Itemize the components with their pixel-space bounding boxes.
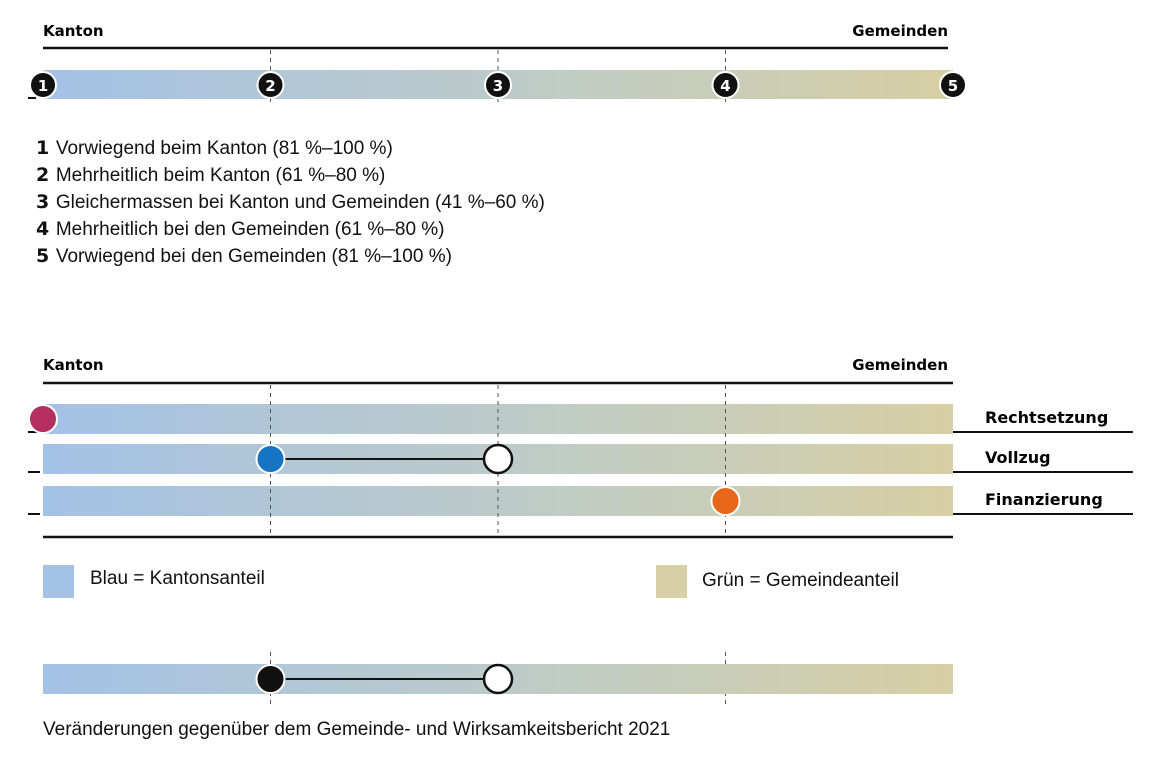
legend-number: 3: [36, 191, 56, 213]
legend-item: 4 Mehrheitlich bei den Gemeinden (61 %–8…: [36, 218, 545, 245]
step-circle: [29, 71, 57, 99]
scale-left-label: Kanton: [43, 22, 104, 40]
green-legend-label: Grün = Gemeindeanteil: [702, 570, 899, 591]
step-circle: [484, 71, 512, 99]
step-circle: [711, 71, 740, 99]
step-marker-2: 2: [256, 71, 285, 99]
legend-text: Mehrheitlich beim Kanton (61 %–80 %): [55, 165, 386, 186]
example-left-label: Kanton: [43, 356, 104, 374]
position-marker-rechtsetzung: [28, 404, 58, 434]
current-position-marker: [255, 664, 286, 694]
example-right-label: Gemeinden: [852, 356, 948, 374]
position-marker-vollzug: [255, 444, 286, 474]
blue-swatch: [43, 565, 74, 598]
legend-number: 1: [36, 137, 56, 159]
step-number: 3: [493, 77, 503, 95]
row-label: Rechtsetzung: [985, 408, 1108, 427]
step-circle: [256, 71, 285, 99]
change-caption: Veränderungen gegenüber dem Gemeinde- un…: [43, 719, 671, 740]
legend-item: 3 Gleichermassen bei Kanton und Gemeinde…: [36, 191, 545, 218]
scale-right-label: Gemeinden: [852, 22, 948, 40]
previous-position-marker: [482, 663, 514, 695]
legend-text: Mehrheitlich bei den Gemeinden (61 %–80 …: [55, 219, 445, 240]
row-label: Finanzierung: [985, 490, 1103, 509]
legend-number: 5: [36, 245, 56, 267]
legend-number: 2: [36, 164, 56, 186]
blue-legend-label: Blau = Kantonsanteil: [90, 568, 265, 589]
position-marker-finanzierung: [710, 486, 741, 516]
row-label: Vollzug: [985, 448, 1051, 467]
legend-number: 4: [36, 218, 56, 240]
step-number: 2: [265, 77, 275, 95]
step-circle: [939, 71, 967, 99]
step-number: 5: [948, 77, 958, 95]
previous-position-marker: [482, 443, 514, 475]
step-marker-3: 3: [484, 71, 512, 99]
legend-item: 1 Vorwiegend beim Kanton (81 %–100 %): [36, 137, 545, 164]
step-marker-5: 5: [939, 71, 967, 99]
legend-text: Vorwiegend beim Kanton (81 %–100 %): [55, 138, 393, 159]
level-legend: 1 Vorwiegend beim Kanton (81 %–100 %) 2 M…: [36, 137, 545, 272]
step-marker-4: 4: [711, 71, 740, 99]
legend-text: Vorwiegend bei den Gemeinden (81 %–100 %…: [55, 246, 452, 267]
legend-item: 5 Vorwiegend bei den Gemeinden (81 %–100…: [36, 245, 545, 272]
green-swatch: [656, 565, 687, 598]
legend-text: Gleichermassen bei Kanton und Gemeinden …: [55, 192, 545, 213]
step-number: 4: [720, 77, 730, 95]
step-number: 1: [38, 77, 48, 95]
step-marker-1: 1: [29, 71, 57, 99]
legend-item: 2 Mehrheitlich beim Kanton (61 %–80 %): [36, 164, 545, 191]
